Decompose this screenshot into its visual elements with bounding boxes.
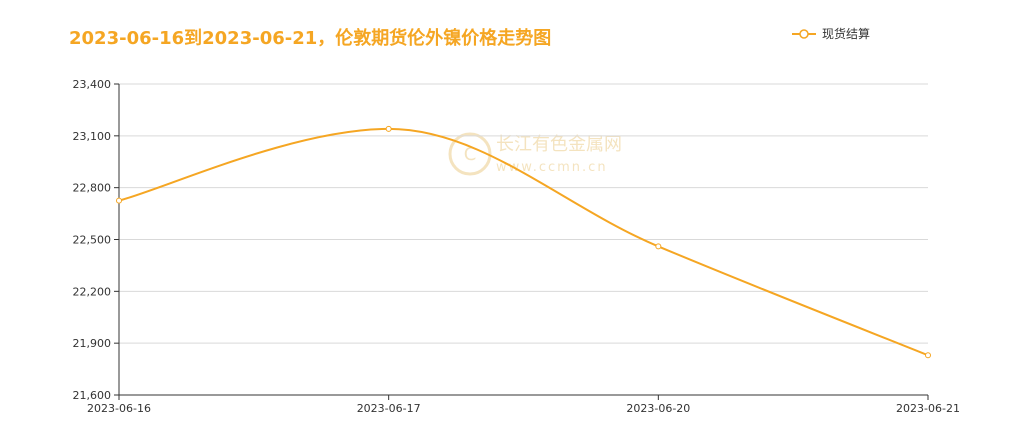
data-point[interactable]: [385, 125, 392, 132]
y-tick-label: 22,200: [73, 285, 112, 298]
chart-title: 2023-06-16到2023-06-21，伦敦期货伦外镍价格走势图: [69, 28, 552, 49]
watermark-logo-letter: C: [464, 144, 477, 165]
y-tick-label: 22,500: [73, 234, 112, 247]
series-line: [118, 127, 929, 357]
watermark-url: www.ccmn.cn: [496, 160, 608, 175]
legend[interactable]: 现货结算: [792, 25, 870, 42]
x-tick-label: 2023-06-16: [87, 402, 151, 415]
legend-line-circle-icon: [792, 28, 816, 39]
x-tick-label: 2023-06-17: [357, 402, 421, 415]
watermark-name: 长江有色金属网: [496, 134, 622, 155]
y-tick-label: 21,900: [73, 337, 112, 350]
data-point[interactable]: [655, 243, 662, 250]
x-tick-label: 2023-06-21: [896, 402, 960, 415]
y-tick-label: 23,400: [73, 78, 112, 91]
x-tick-label: 2023-06-20: [626, 402, 690, 415]
legend-label: 现货结算: [822, 27, 871, 41]
data-point[interactable]: [925, 352, 931, 359]
watermark: C 长江有色金属网 www.ccmn.cn: [448, 132, 622, 176]
y-tick-label: 22,800: [73, 182, 112, 195]
y-tick-label: 23,100: [73, 130, 112, 143]
y-tick-label: 21,600: [73, 389, 112, 402]
data-point[interactable]: [116, 197, 122, 204]
watermark-logo-icon: [448, 132, 492, 176]
